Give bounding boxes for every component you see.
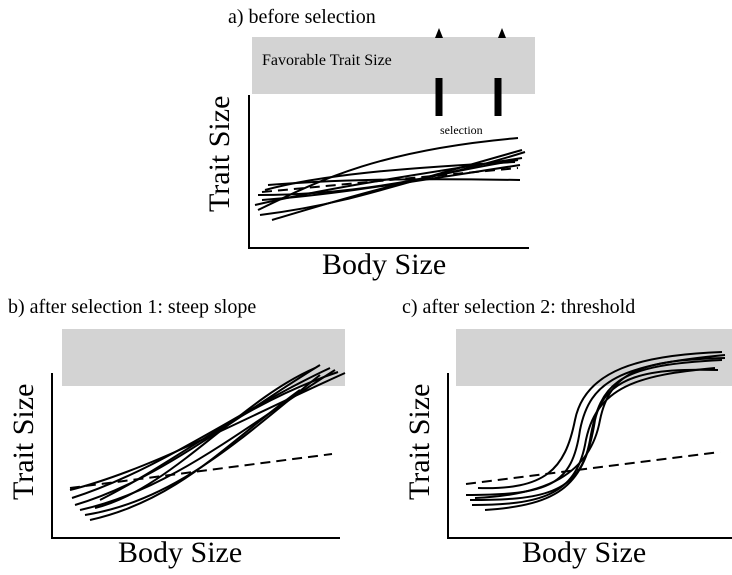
panel-a-band-label: Favorable Trait Size xyxy=(262,52,392,69)
panel-a-selection-arrowhead-1 xyxy=(435,28,443,38)
panel-a-selection-label: selection xyxy=(440,123,483,137)
panel-c-xlabel: Body Size xyxy=(522,536,647,569)
panel-c-axes xyxy=(447,373,732,539)
panel-c-curves xyxy=(465,351,726,511)
panel-a-selection-arrowhead-2 xyxy=(498,28,506,38)
panel-c-reference-line xyxy=(465,451,721,485)
panel-b-title: b) after selection 1: steep slope xyxy=(8,296,257,318)
panel-b-curves xyxy=(69,364,346,521)
panel-a-xlabel: Body Size xyxy=(322,248,447,281)
panel-b-favorable-band xyxy=(62,329,345,386)
panel-b-xlabel: Body Size xyxy=(118,536,243,569)
panel-c-title: c) after selection 2: threshold xyxy=(402,296,636,318)
panel-b-axes xyxy=(51,373,340,539)
panel-a-favorable-band xyxy=(252,37,535,94)
panel-c-favorable-band xyxy=(456,329,732,386)
panel-b-reference-line xyxy=(69,453,333,489)
panel-a-title: a) before selection xyxy=(228,6,376,28)
panel-a-reference-line xyxy=(261,167,519,193)
panel-a-axes xyxy=(248,95,529,249)
